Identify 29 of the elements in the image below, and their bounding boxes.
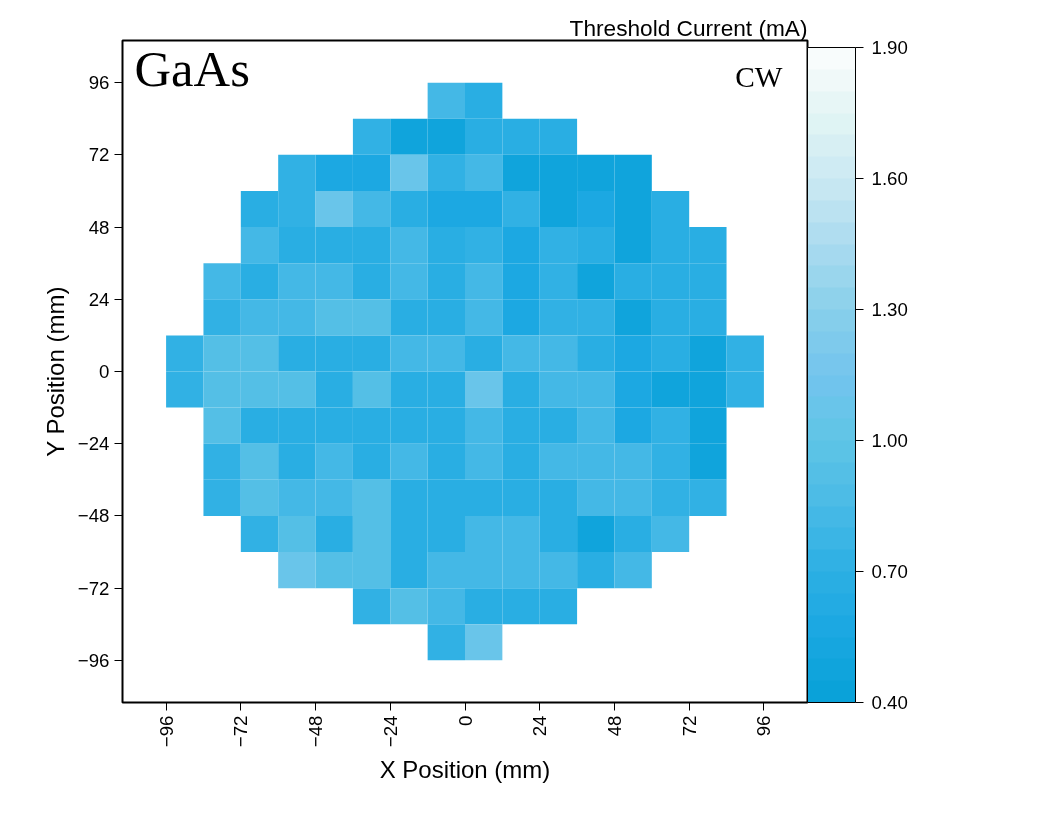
x-tick-label: 24 [529,715,551,737]
y-tick-label: −72 [77,577,110,599]
color-bar-label: 0.70 [871,561,908,582]
color-bar-label: 1.30 [871,299,908,320]
color-bar-label: 1.60 [871,168,908,189]
annotation: GaAs [134,40,250,97]
color-bar-label: 0.40 [871,692,908,713]
y-tick-label: 0 [99,361,110,382]
y-tick-label: −96 [77,649,110,671]
x-axis-title: X Position (mm) [379,756,551,784]
x-tick-label: −96 [155,715,177,748]
x-tick-label: −48 [305,715,327,748]
y-tick-label: 24 [88,288,110,310]
y-tick-label: 96 [88,72,110,94]
y-tick-label: 48 [88,216,110,238]
y-tick-label: −48 [77,505,110,527]
color-bar-label: 1.00 [871,430,908,451]
y-axis-title: Y Position (mm) [41,286,69,457]
y-tick-label: −24 [77,433,110,455]
x-tick-label: 96 [753,715,775,737]
y-tick-label: 72 [88,144,110,166]
annotation: CW [735,60,783,93]
x-tick-label: 72 [678,715,700,737]
x-tick-label: 0 [454,715,476,726]
color-bar-label: 1.90 [871,37,908,58]
x-tick-label: 48 [603,715,625,737]
x-tick-label: −72 [230,715,252,748]
x-tick-label: −24 [379,715,401,748]
color-bar-title: Threshold Current (mA) [569,14,808,41]
